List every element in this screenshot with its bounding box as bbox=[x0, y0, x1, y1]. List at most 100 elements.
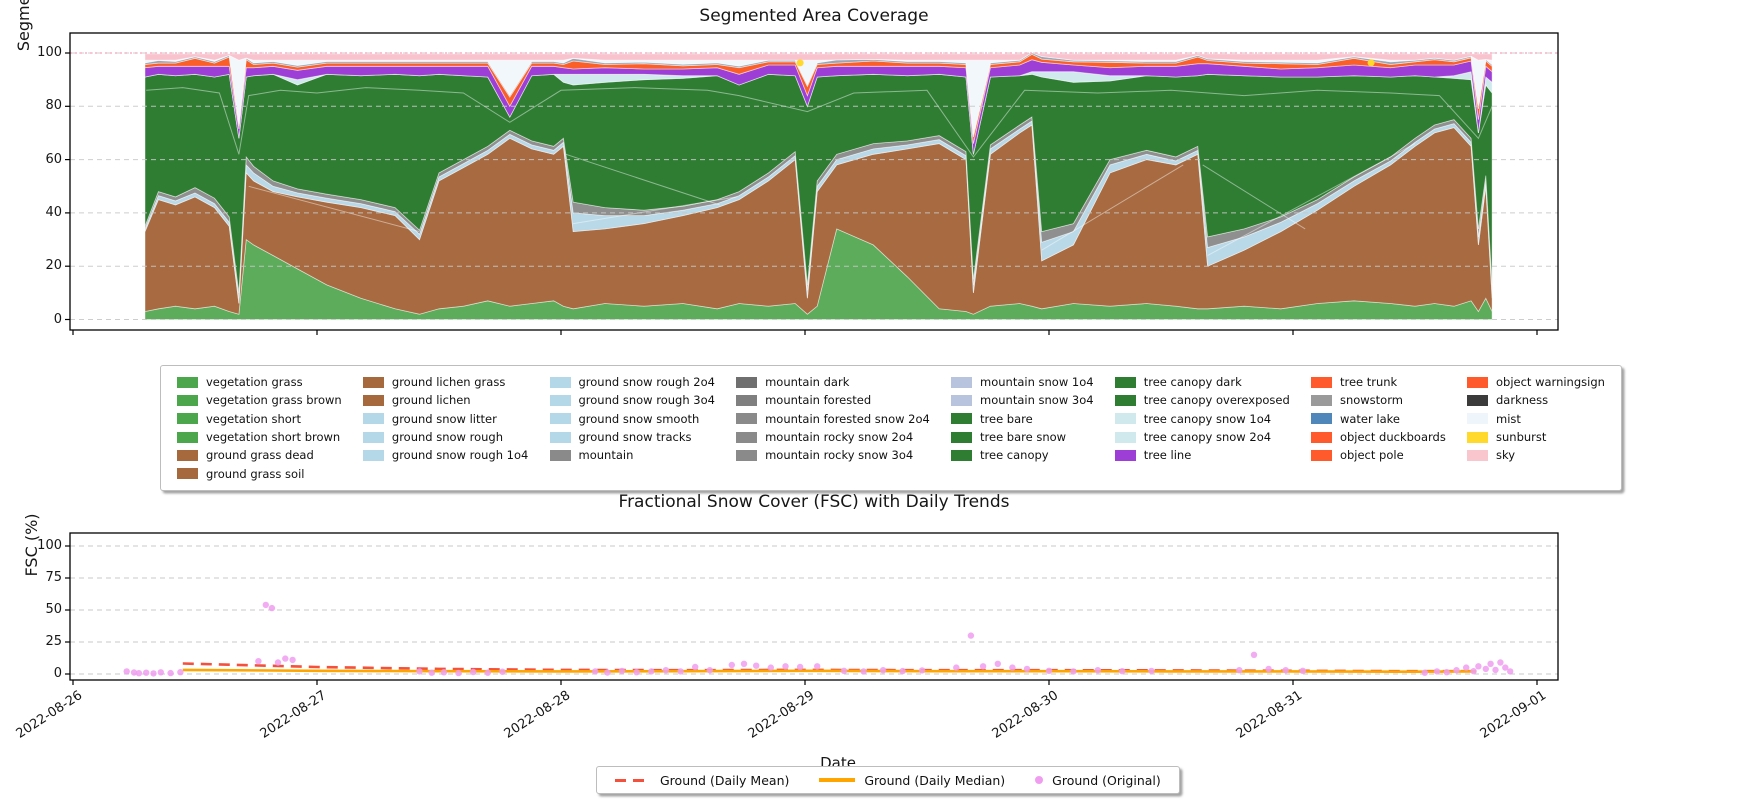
scatter-point-ground-original bbox=[814, 663, 821, 670]
scatter-point-ground-original bbox=[633, 669, 640, 676]
legend-item-ground-snow-litter: ground snow litter bbox=[362, 410, 528, 428]
legend-label: mountain rocky snow 2o4 bbox=[765, 430, 914, 445]
legend-label: mountain bbox=[578, 448, 634, 463]
legend-column-2: ground snow rough 2o4 ground snow rough 3… bbox=[549, 373, 715, 483]
legend-swatch bbox=[549, 413, 571, 425]
legend-label: tree bare snow bbox=[980, 430, 1067, 445]
legend-item-tree-canopy-snow-2o4: tree canopy snow 2o4 bbox=[1114, 428, 1290, 446]
legend-swatch bbox=[1467, 394, 1488, 406]
scatter-point-ground-original bbox=[840, 667, 848, 674]
legend-swatch bbox=[1310, 449, 1332, 461]
legend-swatch bbox=[1310, 376, 1332, 388]
legend-item-darkness: darkness bbox=[1467, 391, 1605, 409]
scatter-point-ground-original bbox=[1421, 669, 1429, 676]
legend-item-object-warningsign: object warningsign bbox=[1467, 373, 1605, 391]
bottom-legend-item-Ground-Daily-Median-: Ground (Daily Median) bbox=[819, 773, 1005, 788]
scatter-point-ground-original bbox=[470, 668, 477, 676]
legend-label: vegetation grass brown bbox=[206, 393, 342, 408]
legend-label: object pole bbox=[1339, 448, 1404, 463]
legend-swatch bbox=[1310, 431, 1332, 443]
legend-label: mountain snow 3o4 bbox=[980, 393, 1094, 408]
legend-label: water lake bbox=[1339, 411, 1400, 426]
legend-item-sky: sky bbox=[1467, 446, 1605, 464]
legend-swatch bbox=[549, 431, 571, 443]
bottom-legend-sample-solid bbox=[819, 778, 856, 782]
top-ytick-label-60: 60 bbox=[45, 151, 62, 167]
scatter-point-ground-original bbox=[1475, 663, 1482, 670]
legend-item-mountain-rocky-snow-2o4: mountain rocky snow 2o4 bbox=[736, 428, 930, 446]
legend-column-5: tree canopy dark tree canopy overexposed t… bbox=[1114, 373, 1290, 483]
legend-label: vegetation grass bbox=[206, 375, 303, 390]
legend-item-mountain-snow-3o4: mountain snow 3o4 bbox=[951, 391, 1094, 409]
legend-item-ground-grass-dead: ground grass dead bbox=[177, 446, 342, 464]
legend-item-vegetation-short: vegetation short bbox=[177, 410, 342, 428]
legend-item-mountain-rocky-snow-3o4: mountain rocky snow 3o4 bbox=[736, 446, 930, 464]
legend-item-mountain-forested: mountain forested bbox=[736, 391, 930, 409]
faint-boundary-line-0 bbox=[146, 87, 1493, 158]
scatter-point-ground-original bbox=[262, 601, 269, 609]
legend-item-snowstorm: snowstorm bbox=[1310, 391, 1446, 409]
legend-label: tree canopy overexposed bbox=[1143, 393, 1290, 408]
scatter-point-ground-original bbox=[1023, 665, 1031, 673]
legend-label: ground snow litter bbox=[391, 411, 497, 426]
legend-label: object duckboards bbox=[1339, 430, 1446, 445]
bottom-chart-legend: Ground (Daily Mean) Ground (Daily Median)… bbox=[596, 766, 1180, 794]
bottom-legend-label: Ground (Daily Median) bbox=[864, 772, 1006, 788]
legend-item-vegetation-grass: vegetation grass bbox=[177, 373, 342, 391]
bottom-ytick-label-50: 50 bbox=[45, 602, 62, 617]
sunburst-spot-1 bbox=[1367, 59, 1375, 67]
legend-item-tree-canopy-dark: tree canopy dark bbox=[1114, 373, 1290, 391]
top-ytick-label-0: 0 bbox=[53, 311, 62, 327]
legend-label: ground snow tracks bbox=[578, 430, 692, 445]
legend-column-4: mountain snow 1o4 mountain snow 3o4 tree b… bbox=[951, 373, 1094, 483]
scatter-point-ground-original bbox=[282, 655, 289, 662]
bottom-chart-title: Fractional Snow Cover (FSC) with Daily T… bbox=[618, 492, 1010, 512]
legend-item-ground-snow-rough-1o4: ground snow rough 1o4 bbox=[362, 446, 528, 464]
scatter-point-ground-original bbox=[1482, 665, 1490, 673]
legend-item-mountain-dark: mountain dark bbox=[736, 373, 930, 391]
scatter-point-ground-original bbox=[782, 663, 789, 670]
scatter-point-ground-original bbox=[1250, 651, 1258, 658]
scatter-point-ground-original bbox=[953, 664, 960, 671]
legend-label: ground lichen bbox=[391, 393, 471, 408]
legend-swatch bbox=[1114, 394, 1136, 406]
scatter-point-ground-original bbox=[677, 668, 684, 675]
legend-swatch bbox=[362, 431, 384, 443]
legend-label: mountain forested bbox=[765, 393, 872, 408]
scatter-point-ground-original bbox=[143, 669, 150, 676]
legend-item-tree-line: tree line bbox=[1114, 446, 1290, 464]
legend-swatch bbox=[736, 431, 758, 443]
bottom-ytick-label-0: 0 bbox=[53, 666, 62, 681]
scatter-point-ground-original bbox=[274, 659, 282, 666]
scatter-point-ground-original bbox=[879, 667, 887, 674]
legend-swatch bbox=[362, 394, 384, 406]
bottom-legend-label: Ground (Original) bbox=[1052, 772, 1161, 788]
legend-swatch bbox=[1114, 431, 1136, 443]
scatter-point-ground-original bbox=[440, 669, 448, 676]
legend-swatch bbox=[951, 431, 973, 443]
legend-swatch bbox=[177, 468, 198, 480]
legend-item-ground-snow-rough: ground snow rough bbox=[362, 428, 528, 446]
faint-boundary-line-3 bbox=[573, 196, 737, 225]
bottom-legend-item-Ground-Original-: Ground (Original) bbox=[1035, 773, 1161, 788]
scatter-point-ground-original bbox=[592, 668, 599, 675]
scatter-point-ground-original bbox=[130, 669, 138, 676]
scatter-point-ground-original bbox=[767, 664, 774, 671]
legend-item-mountain: mountain bbox=[549, 446, 715, 464]
top-ytick-label-100: 100 bbox=[37, 45, 62, 60]
legend-item-vegetation-short-brown: vegetation short brown bbox=[177, 428, 342, 446]
legend-item-ground-snow-tracks: ground snow tracks bbox=[549, 428, 715, 446]
scatter-point-ground-original bbox=[967, 632, 975, 639]
scatter-point-ground-original bbox=[268, 604, 276, 612]
scatter-point-ground-original bbox=[1045, 667, 1053, 674]
bottom-legend-label: Ground (Daily Mean) bbox=[660, 772, 790, 788]
top-ytick-label-80: 80 bbox=[45, 98, 62, 114]
legend-item-mist: mist bbox=[1467, 410, 1605, 428]
legend-item-tree-trunk: tree trunk bbox=[1310, 373, 1446, 391]
legend-swatch bbox=[1114, 413, 1136, 425]
legend-item-ground-lichen: ground lichen bbox=[362, 391, 528, 409]
legend-label: ground snow rough 2o4 bbox=[578, 375, 715, 390]
legend-item-water-lake: water lake bbox=[1310, 410, 1446, 428]
